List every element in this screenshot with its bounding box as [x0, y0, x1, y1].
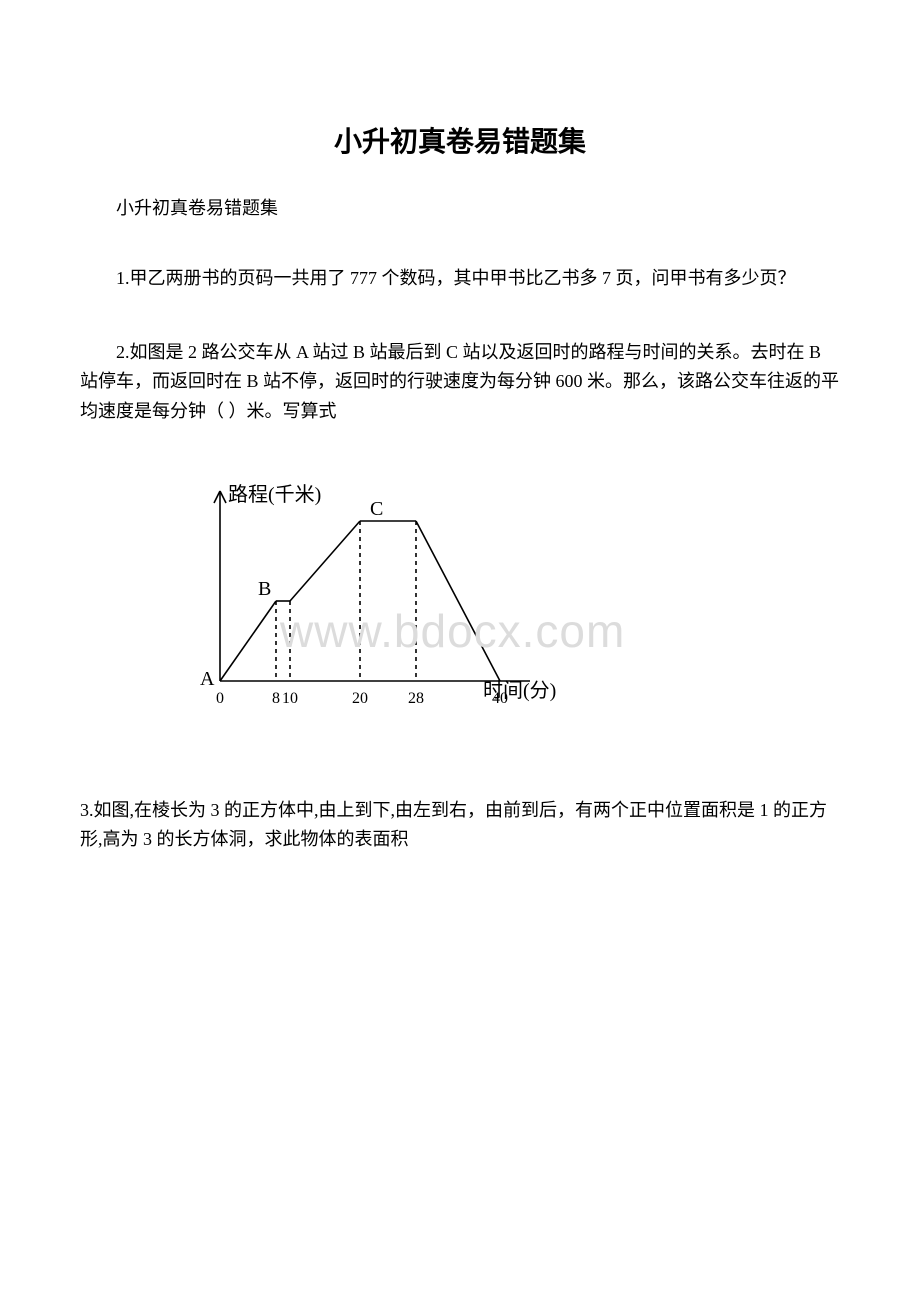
question-1: 1.甲乙两册书的页码一共用了 777 个数码，其中甲书比乙书多 7 页，问甲书有…: [80, 264, 840, 294]
svg-text:0: 0: [216, 690, 224, 707]
page-title: 小升初真卷易错题集: [80, 120, 840, 160]
question-2: 2.如图是 2 路公交车从 A 站过 B 站最后到 C 站以及返回时的路程与时间…: [80, 338, 840, 427]
svg-text:40: 40: [492, 690, 508, 707]
distance-time-chart: ABC路程(千米)时间(分)0810202840: [180, 471, 600, 721]
svg-text:B: B: [258, 578, 271, 600]
svg-text:C: C: [370, 498, 383, 520]
svg-text:A: A: [200, 668, 215, 690]
document-page: 小升初真卷易错题集 小升初真卷易错题集 1.甲乙两册书的页码一共用了 777 个…: [0, 0, 920, 959]
svg-text:路程(千米): 路程(千米): [228, 483, 321, 506]
question-2-diagram: ABC路程(千米)时间(分)0810202840: [180, 471, 840, 726]
svg-text:8: 8: [272, 690, 280, 707]
subtitle: 小升初真卷易错题集: [80, 194, 840, 220]
svg-text:10: 10: [282, 690, 298, 707]
svg-text:28: 28: [408, 690, 424, 707]
question-3: 3.如图,在棱长为 3 的正方体中,由上到下,由左到右，由前到后，有两个正中位置…: [80, 796, 840, 855]
svg-text:20: 20: [352, 690, 368, 707]
